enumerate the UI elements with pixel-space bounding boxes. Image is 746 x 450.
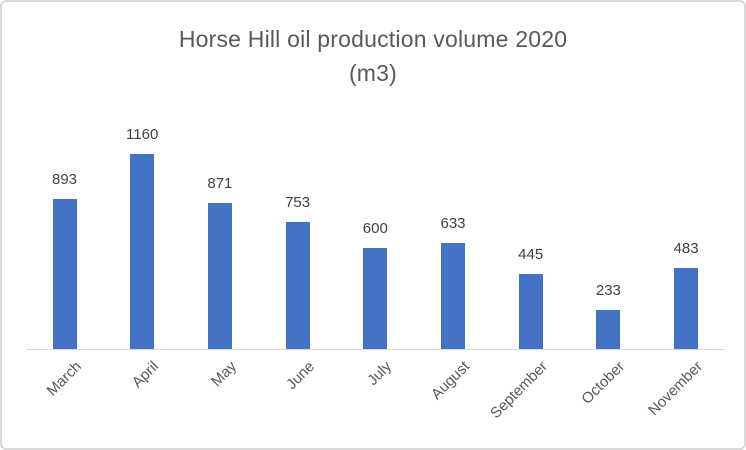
data-label-august: 633 (440, 215, 466, 232)
data-label-march: 893 (51, 171, 78, 188)
data-label-june: 753 (285, 194, 311, 211)
chart-title: Horse Hill oil production volume 2020 (m… (2, 22, 744, 90)
bar-october (596, 310, 621, 349)
bar-june (285, 222, 310, 349)
x-axis-line (26, 349, 724, 350)
bar-november (674, 268, 699, 349)
bar-april (130, 154, 155, 349)
bar-march (52, 199, 77, 349)
chart-title-line-1: Horse Hill oil production volume 2020 (178, 26, 568, 52)
chart-title-line-2: (m3) (348, 60, 398, 86)
data-label-april: 1160 (126, 126, 159, 143)
data-label-july: 600 (362, 220, 388, 237)
data-label-november: 483 (673, 240, 699, 257)
bar-september (518, 274, 543, 349)
data-label-september: 445 (518, 246, 544, 263)
bar-may (207, 203, 232, 349)
bar-july (363, 248, 388, 349)
data-label-may: 871 (207, 175, 233, 192)
bar-august (441, 243, 465, 349)
data-label-october: 233 (595, 282, 621, 299)
